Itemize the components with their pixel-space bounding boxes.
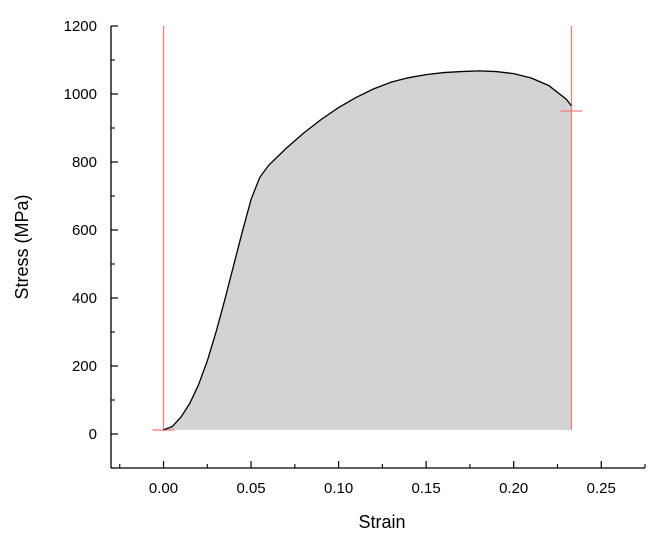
axes-layer — [110, 25, 646, 469]
stress-strain-curve — [163, 70, 572, 431]
y-tick-label: 400 — [72, 290, 97, 307]
y-tick-label: 0 — [89, 426, 97, 443]
y-tick-label: 1200 — [64, 18, 97, 35]
x-axis-title: Strain — [358, 512, 405, 532]
x-tick-label: 0.25 — [587, 480, 616, 497]
x-tick-label: 0.15 — [412, 480, 441, 497]
x-tick-label: 0.20 — [499, 480, 528, 497]
curve-layer — [163, 70, 572, 431]
tick-label-layer: 0 200 400 600 800 1000 1200 0.00 0.05 0.10 0.15 0.2… — [64, 18, 616, 497]
y-axis-title: Stress (MPa) — [12, 194, 32, 299]
y-tick-label: 200 — [72, 358, 97, 375]
x-tick-label: 0.10 — [324, 480, 353, 497]
x-tick-label: 0.00 — [149, 480, 178, 497]
y-tick-label: 1000 — [64, 86, 97, 103]
x-tick-label: 0.05 — [236, 480, 265, 497]
area-fill — [163, 70, 572, 430]
area-fill-layer — [163, 70, 572, 430]
y-tick-label: 800 — [72, 154, 97, 171]
y-tick-label: 600 — [72, 222, 97, 239]
